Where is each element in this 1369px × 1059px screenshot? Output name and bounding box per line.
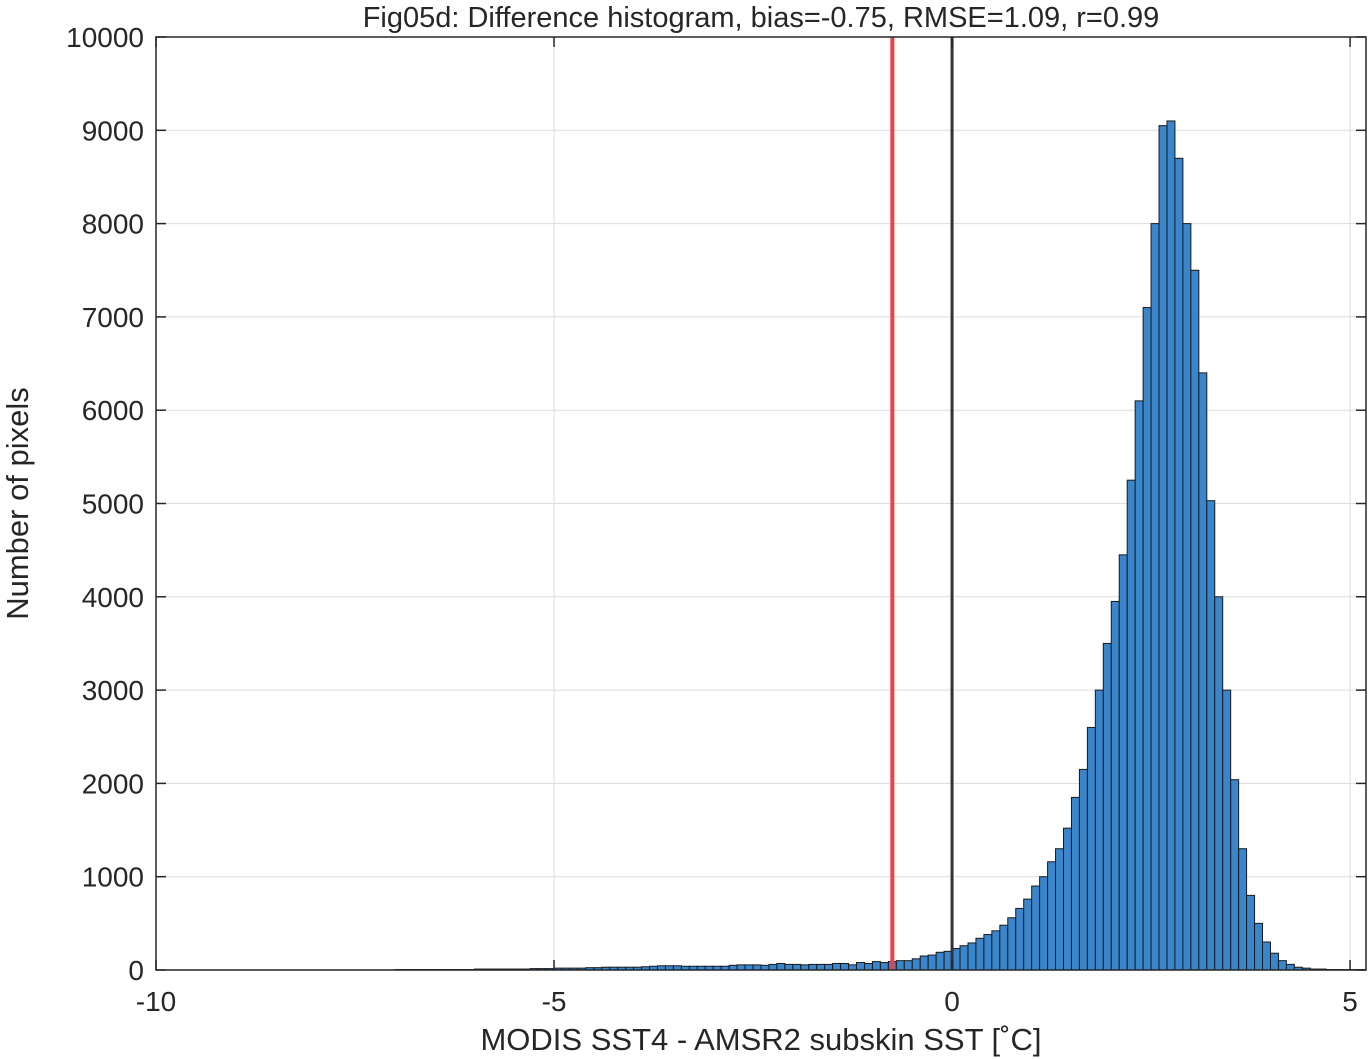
histogram-bar <box>768 963 778 971</box>
histogram-bar <box>895 960 905 971</box>
histogram-bar <box>1222 689 1232 971</box>
histogram-bar <box>967 942 977 971</box>
histogram-bar <box>1285 963 1295 971</box>
y-tick-label: 2000 <box>82 768 144 799</box>
x-tick-label: 0 <box>944 986 960 1017</box>
histogram-bar <box>752 964 762 971</box>
histogram-bar <box>1277 960 1287 971</box>
histogram-bar <box>1190 269 1200 971</box>
histogram-bar <box>1182 223 1192 971</box>
histogram-bar <box>816 963 826 971</box>
histogram-bar <box>1015 907 1025 971</box>
histogram-bar <box>808 963 818 971</box>
histogram-bar <box>871 961 881 971</box>
y-tick-label: 4000 <box>82 582 144 613</box>
y-tick-label: 3000 <box>82 675 144 706</box>
histogram-bar <box>1070 796 1080 971</box>
histogram-bar <box>1142 307 1152 971</box>
y-tick-label: 0 <box>128 955 144 986</box>
histogram-bar <box>848 964 858 971</box>
histogram-bar <box>1063 827 1072 971</box>
histogram-bar <box>1126 479 1136 971</box>
histogram-bar <box>1230 779 1240 971</box>
histogram-bar <box>1039 876 1049 971</box>
histogram-bar <box>935 951 945 971</box>
y-tick-label: 10000 <box>66 22 144 53</box>
y-tick-label: 7000 <box>82 302 144 333</box>
histogram-bar <box>999 924 1009 971</box>
histogram-bar <box>1246 894 1256 971</box>
histogram-bar <box>1047 861 1057 971</box>
histogram-bar <box>856 962 865 971</box>
y-axis-label: Number of pixels <box>0 387 35 620</box>
histogram-bar <box>1094 689 1104 971</box>
y-tick-label: 9000 <box>82 115 144 146</box>
y-tick-label: 6000 <box>82 395 144 426</box>
histogram-bar <box>1086 726 1096 971</box>
histogram-bar <box>1158 125 1168 971</box>
histogram-bar <box>863 962 873 971</box>
histogram-bar <box>1214 596 1224 971</box>
histogram-bar <box>1023 898 1033 971</box>
chart-title: Fig05d: Difference histogram, bias=-0.75… <box>363 2 1160 34</box>
histogram-bar <box>736 964 746 971</box>
histogram-bar <box>1262 941 1271 971</box>
histogram-bar <box>919 955 929 971</box>
histogram-bar <box>879 962 889 971</box>
histogram-bar <box>975 937 985 971</box>
histogram-bar <box>840 962 850 971</box>
histogram-bar <box>744 964 754 971</box>
histogram-bar <box>927 954 937 971</box>
histogram-bar <box>1254 922 1264 971</box>
y-tick-label: 5000 <box>82 489 144 520</box>
ticks <box>155 36 1366 971</box>
histogram-bar <box>1102 642 1112 971</box>
histogram-bar <box>1150 223 1160 971</box>
histogram-bar <box>824 963 834 971</box>
histogram-bar <box>1174 157 1184 971</box>
x-tick-label: -10 <box>136 986 176 1017</box>
histogram-bar <box>784 963 794 971</box>
histogram-bar <box>1134 400 1144 971</box>
x-tick-label: -5 <box>542 986 567 1017</box>
histogram-bar <box>776 962 786 971</box>
histogram-bar <box>1055 848 1064 971</box>
histogram-bar <box>800 964 810 971</box>
histogram-bar <box>1269 952 1279 971</box>
histogram-bar <box>1118 554 1128 971</box>
histogram-bar <box>911 958 921 971</box>
y-tick-label: 8000 <box>82 209 144 240</box>
histogram-bar <box>1206 500 1216 971</box>
y-tick-labels: 0 1000 2000 3000 4000 5000 6000 7000 8000 9000 100… <box>66 22 144 986</box>
histogram-bar <box>1166 120 1176 971</box>
histogram-bar <box>991 930 1001 971</box>
histogram-bar <box>1007 917 1017 971</box>
histogram-bar <box>959 945 969 971</box>
x-axis-label: MODIS SST4 - AMSR2 subskin SST [˚C] <box>480 1022 1041 1057</box>
histogram-bar <box>1198 372 1208 971</box>
histogram-bar <box>1238 848 1248 971</box>
x-tick-label: 5 <box>1342 986 1358 1017</box>
histogram-bar <box>792 963 802 971</box>
histogram-bar <box>1078 768 1088 971</box>
histogram-bar <box>903 960 913 971</box>
x-tick-labels: -10 -5 0 5 <box>136 986 1358 1017</box>
histogram-bar <box>983 934 993 971</box>
y-tick-label: 1000 <box>82 862 144 893</box>
histogram-bar <box>1031 885 1041 971</box>
histogram-bar <box>1110 600 1120 971</box>
reference-lines <box>890 37 954 970</box>
histogram-bar <box>832 962 842 971</box>
